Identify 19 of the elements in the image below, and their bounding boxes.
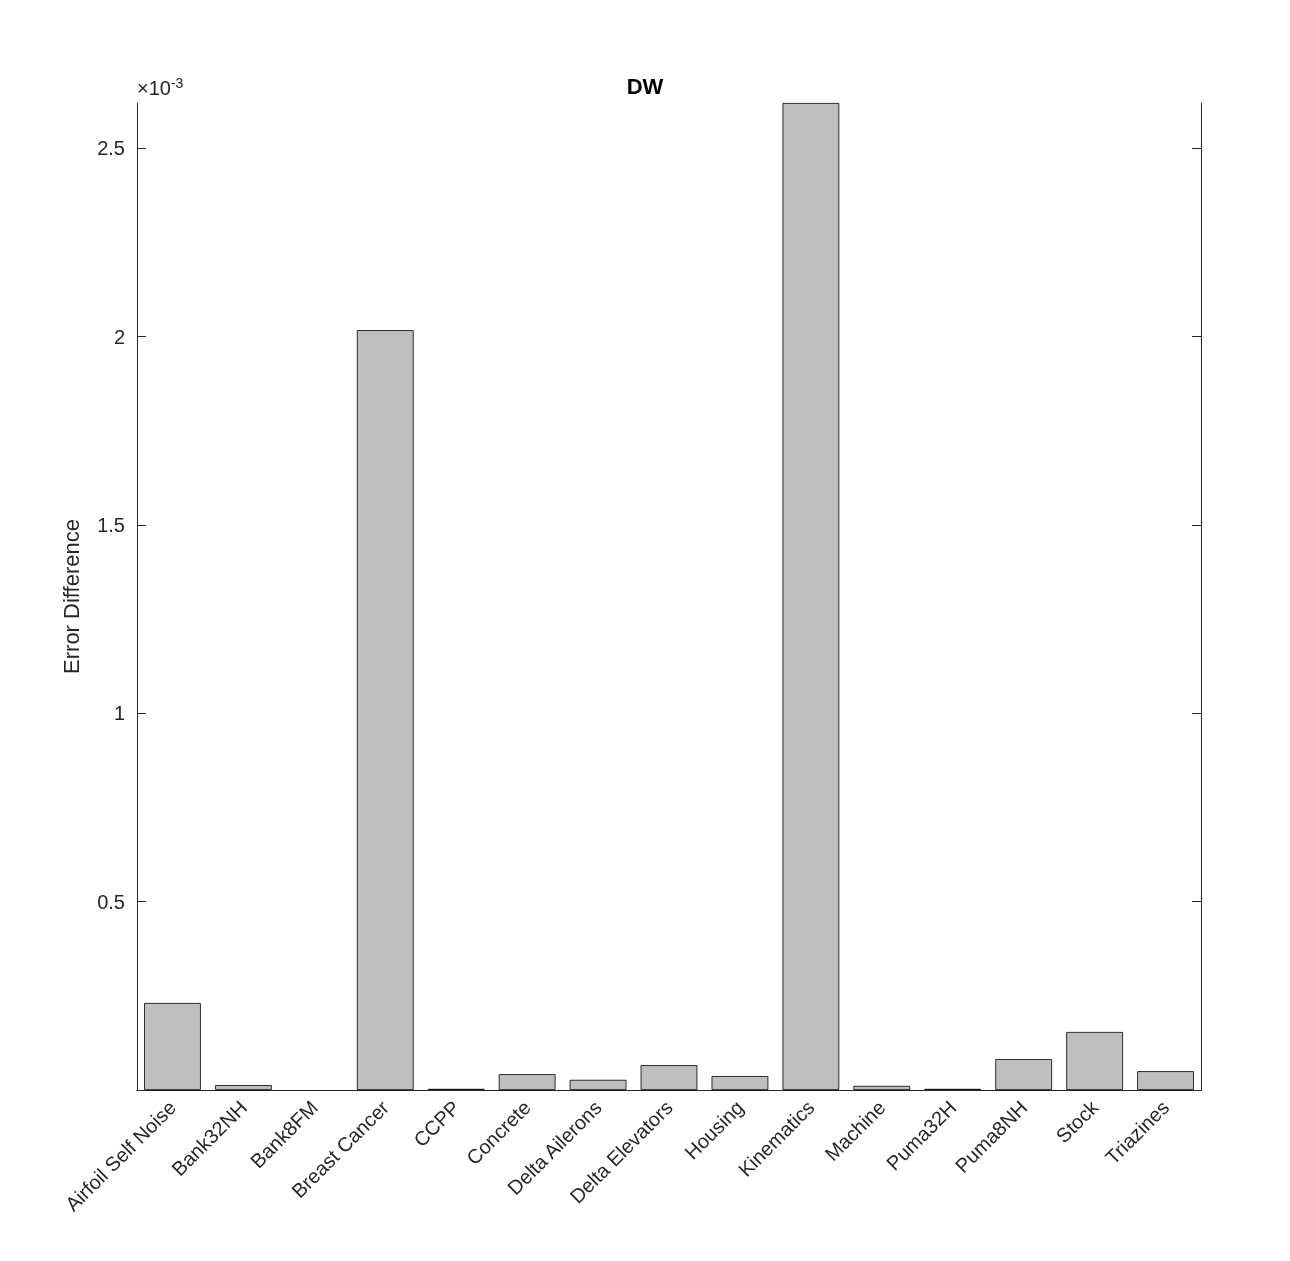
bar [569,1079,627,1090]
y-tick-label: 2 [113,325,125,348]
chart-title: DW [626,73,664,99]
bar [144,1002,201,1090]
y-tick-label: 2.5 [97,137,125,160]
bar [356,330,414,1090]
y-tick-label: 1 [113,702,125,725]
bar [640,1065,698,1090]
y-axis-title: Error Difference [58,519,84,674]
bar [782,103,840,1090]
bar [215,1085,272,1090]
y-tick-label: 1.5 [97,513,125,536]
bar [853,1085,911,1090]
bar [1137,1071,1194,1090]
bar [1066,1031,1123,1090]
y-tick-label: 0.5 [97,890,125,913]
bar [995,1059,1053,1090]
bar [711,1076,769,1090]
bar [498,1074,556,1090]
